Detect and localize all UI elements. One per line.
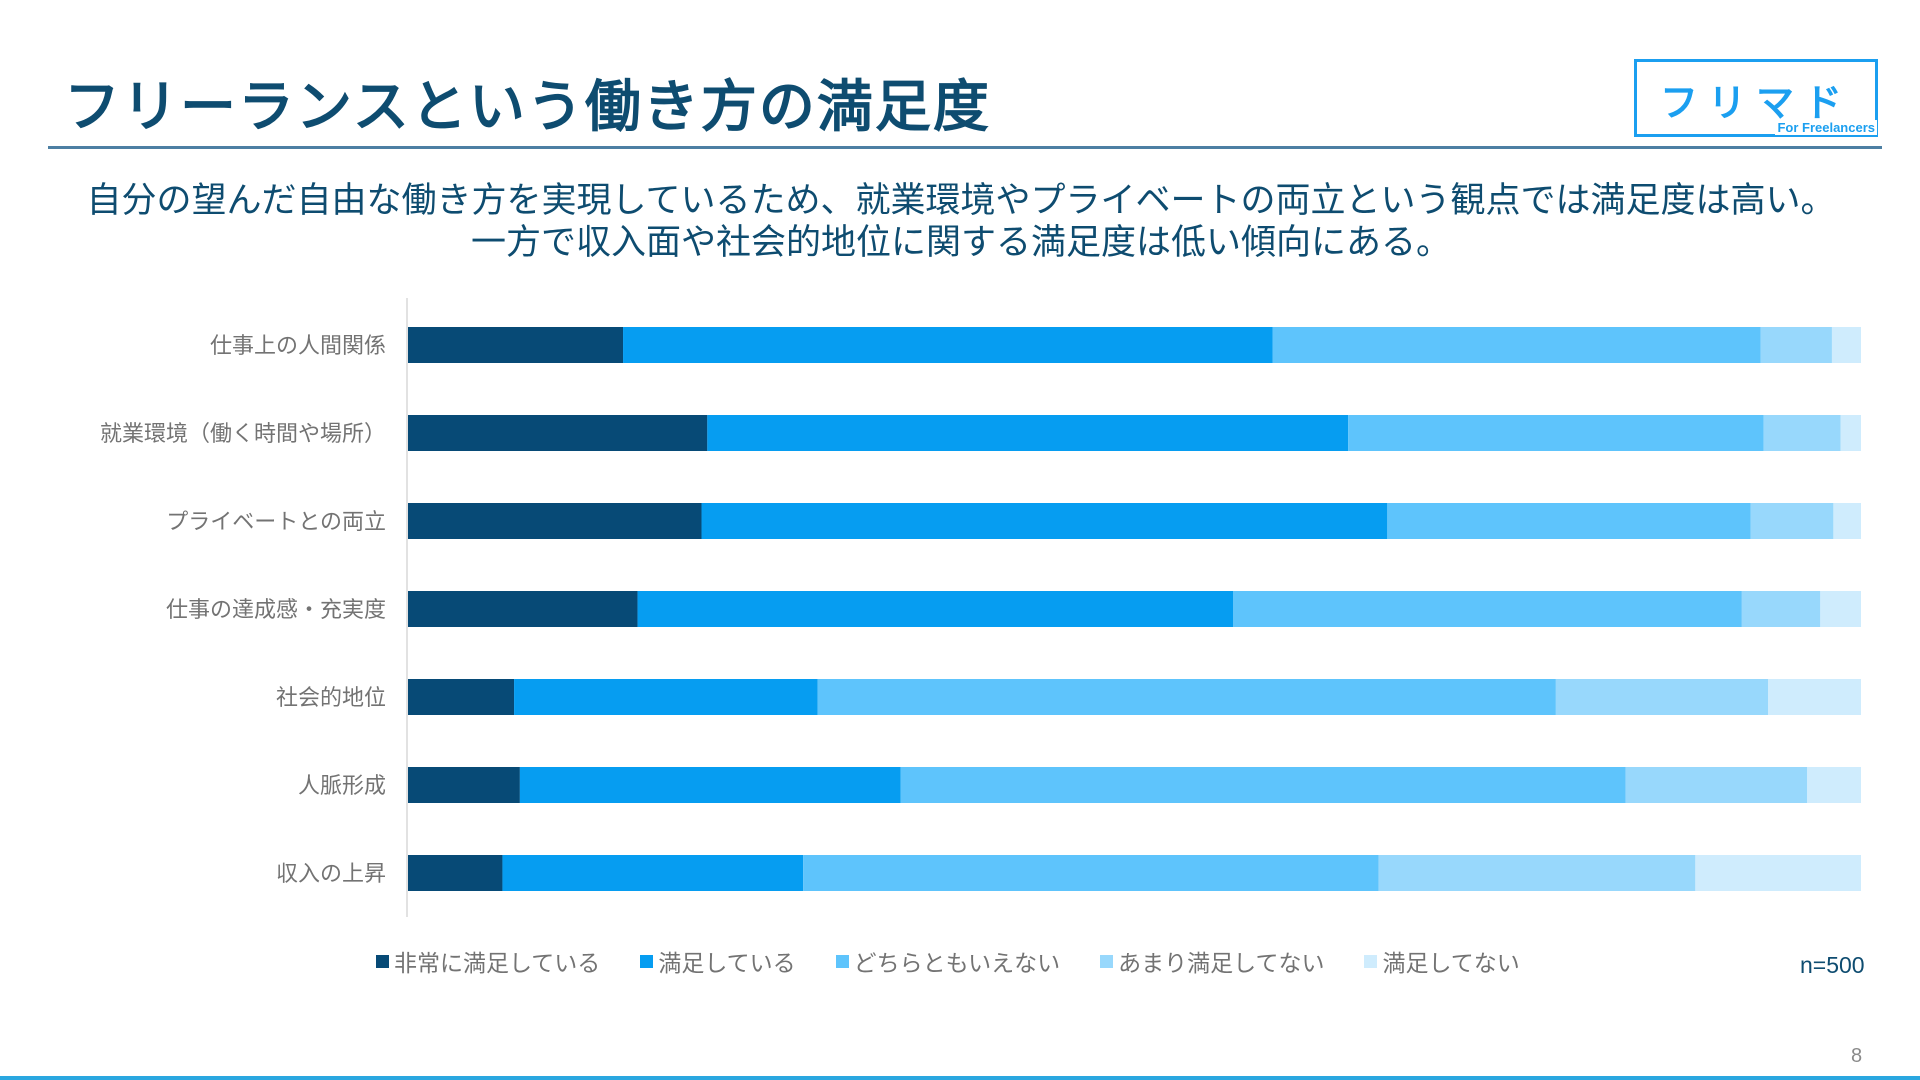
bar-segment <box>637 591 1234 627</box>
legend-label: どちらともいえない <box>853 951 1061 977</box>
bar-segment <box>1387 503 1751 539</box>
bar-segment <box>623 327 1273 363</box>
legend-swatch <box>640 954 654 968</box>
category-label: 人脈形成 <box>298 774 386 799</box>
bar-segment <box>1840 415 1861 451</box>
category-label: プライベートとの両立 <box>166 510 386 535</box>
bar-segment <box>408 855 503 891</box>
page-title: フリーランスという働き方の満足度 <box>64 75 991 140</box>
bar-segment <box>1233 591 1742 627</box>
bar-segment <box>1807 767 1861 803</box>
legend-item: 満足してない <box>1364 944 1520 978</box>
bar-segment <box>519 767 901 803</box>
bar-segment <box>1831 327 1861 363</box>
bar-segment <box>900 767 1626 803</box>
logo-tagline: For Freelancers <box>1775 120 1877 135</box>
bar-segment <box>1695 855 1861 891</box>
bar-segment <box>514 679 818 715</box>
summary-line-2: 一方で収入面や社会的地位に関する満足度は低い傾向にある。 <box>470 223 1451 263</box>
legend-label: 非常に満足している <box>394 951 601 977</box>
bar-segment <box>408 503 702 539</box>
bar-segment <box>1625 767 1808 803</box>
summary-text: 自分の望んだ自由な働き方を実現しているため、就業環境やプライベートの両立という観… <box>40 180 1882 264</box>
bar-segment <box>408 679 515 715</box>
brand-logo: フリマド For Freelancers <box>1634 59 1878 137</box>
category-label: 収入の上昇 <box>276 862 386 887</box>
legend-swatch <box>1364 954 1378 968</box>
sample-size: n=500 <box>1800 952 1865 978</box>
legend-label: 満足している <box>658 951 796 977</box>
legend-item: 非常に満足している <box>376 944 600 978</box>
bar-segment <box>707 415 1349 451</box>
category-label: 就業環境（働く時間や場所） <box>100 422 386 447</box>
category-label: 社会的地位 <box>276 686 386 711</box>
category-label: 仕事上の人間関係 <box>210 334 386 359</box>
bar-segment <box>502 855 804 891</box>
category-label: 仕事の達成感・充実度 <box>166 598 386 623</box>
bar-segment <box>803 855 1379 891</box>
legend-item: どちらともいえない <box>835 944 1061 978</box>
bar-segment <box>1750 503 1834 539</box>
bar-segment <box>1820 591 1861 627</box>
bar-segment <box>817 679 1556 715</box>
legend-item: 満足している <box>640 944 796 978</box>
bar-segment <box>1741 591 1821 627</box>
page-number: 8 <box>1851 1045 1863 1067</box>
legend-swatch <box>376 954 389 968</box>
bar-segment <box>1272 327 1761 363</box>
bar-segment <box>408 327 624 363</box>
bar-segment <box>701 503 1388 539</box>
bar-segment <box>1763 415 1841 451</box>
summary-line-1: 自分の望んだ自由な働き方を実現しているため、就業環境やプライベートの両立という観… <box>86 181 1836 221</box>
footer-rule <box>0 1076 1920 1080</box>
legend-item: あまり満足してない <box>1100 944 1324 978</box>
bar-segment <box>1348 415 1764 451</box>
logo-text: フリマド <box>1659 81 1852 125</box>
bar-segment <box>408 591 638 627</box>
bar-segment <box>1555 679 1769 715</box>
title-divider <box>48 146 1882 149</box>
legend-label: あまり満足してない <box>1118 951 1325 977</box>
bar-segment <box>1833 503 1861 539</box>
bar-segment <box>1378 855 1696 891</box>
legend-swatch <box>1100 954 1114 968</box>
bar-segment <box>408 767 520 803</box>
bar-segment <box>1760 327 1832 363</box>
legend-swatch <box>835 954 849 968</box>
legend-label: 満足してない <box>1382 951 1520 977</box>
chart-legend: 非常に満足している 満足している どちらともいえない あまり満足してない 満足してない <box>376 944 1560 978</box>
bar-segment <box>408 415 708 451</box>
bar-segment <box>1768 679 1861 715</box>
